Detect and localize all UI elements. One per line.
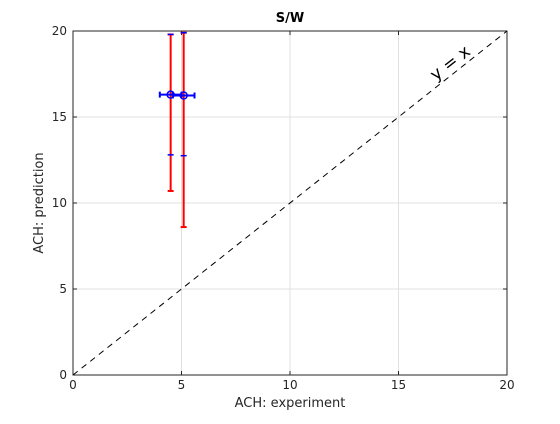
x-axis-label: ACH: experiment xyxy=(235,396,346,411)
tick-labels: 0 5 10 15 20 0 5 10 15 20 xyxy=(52,24,515,392)
y-axis-label: ACH: prediction xyxy=(32,152,47,253)
data-point-group xyxy=(171,31,196,229)
identity-reference-line xyxy=(72,30,508,376)
x-tick-label: 5 xyxy=(178,378,186,392)
y-tick-label: 20 xyxy=(52,24,67,38)
y-tick-label: 15 xyxy=(52,110,67,124)
y-tick-label: 10 xyxy=(52,196,67,210)
x-tick-label: 0 xyxy=(69,378,77,392)
data-point-marker xyxy=(179,91,188,100)
x-tick-label: 15 xyxy=(391,378,406,392)
data-layer xyxy=(72,30,508,376)
x-tick-label: 10 xyxy=(282,378,297,392)
data-point-group xyxy=(158,33,183,192)
x-tick-label: 20 xyxy=(499,378,514,392)
axes xyxy=(72,30,508,376)
y-tick-label: 0 xyxy=(59,368,67,382)
y-tick-label: 5 xyxy=(59,282,67,296)
chart-title: S/W xyxy=(276,11,304,26)
